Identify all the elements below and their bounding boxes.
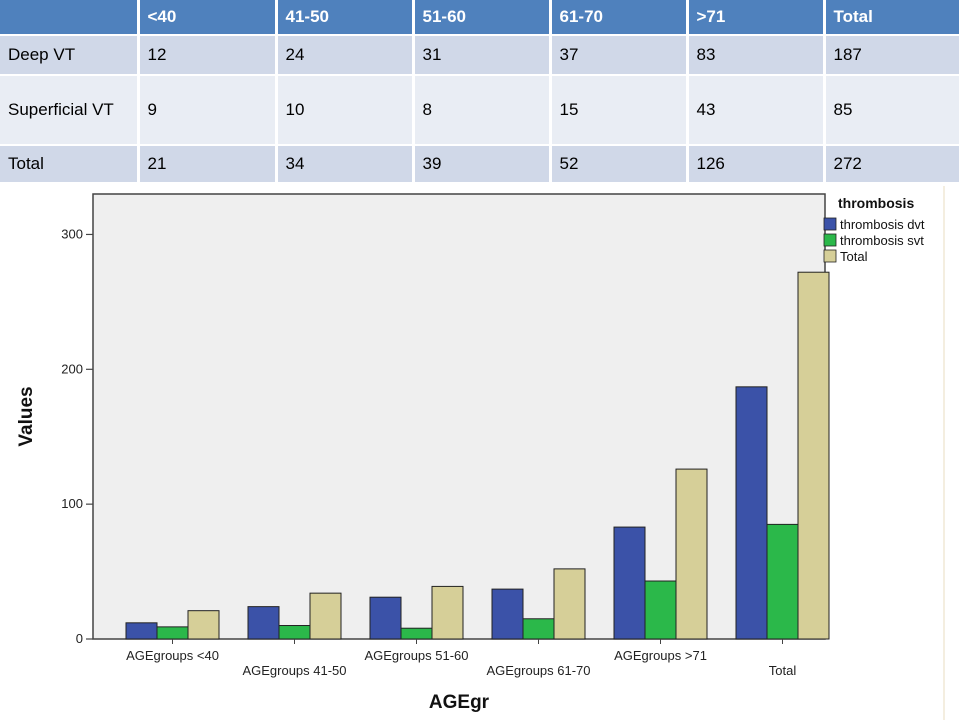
table-header-row: <40 41-50 51-60 61-70 >71 Total	[0, 0, 960, 36]
bar-thrombosis-svt	[766, 523, 799, 640]
table-cell: 12	[138, 35, 278, 76]
bar-thrombosis-dvt	[125, 622, 158, 640]
y-tick-label: 0	[76, 631, 83, 646]
table-cell: 8	[413, 75, 552, 146]
table-cell: 126	[687, 145, 826, 184]
table-cell: 24	[276, 35, 415, 76]
y-tick-label: 100	[61, 496, 83, 511]
table-cell: 31	[413, 35, 552, 76]
bar-Total	[187, 610, 220, 640]
row-label: Superficial VT	[0, 75, 140, 146]
bar-thrombosis-dvt	[247, 606, 280, 640]
x-category-label: AGEgroups 61-70	[486, 663, 590, 678]
table-cell: 272	[824, 145, 960, 184]
legend-swatch	[823, 249, 837, 263]
bar-thrombosis-svt	[278, 625, 311, 640]
bar-thrombosis-dvt	[491, 588, 524, 640]
legend-swatch	[823, 233, 837, 247]
x-category-label: AGEgroups 41-50	[242, 663, 346, 678]
x-category-label: Total	[769, 663, 797, 678]
table-row: Deep VT 12 24 31 37 83 187	[0, 35, 960, 76]
row-label: Total	[0, 145, 140, 184]
table-cell: 9	[138, 75, 278, 146]
summary-table: <40 41-50 51-60 61-70 >71 Total Deep VT …	[0, 0, 960, 184]
header-cell: 51-60	[413, 0, 552, 36]
table-cell: 83	[687, 35, 826, 76]
table-cell: 10	[276, 75, 415, 146]
chart-canvas: 0 100 200 300 AGEgroups <40 AGEgroups 41-50 AG…	[16, 186, 945, 720]
table-cell: 39	[413, 145, 552, 184]
bar-thrombosis-svt	[522, 618, 555, 640]
table-cell: 85	[824, 75, 960, 146]
table-cell: 34	[276, 145, 415, 184]
y-tick-label: 200	[61, 361, 83, 376]
header-cell: Total	[824, 0, 960, 36]
bar-thrombosis-dvt	[369, 596, 402, 640]
bar-chart: 0 100 200 300 AGEgroups <40 AGEgroups 41-50 AG…	[0, 186, 960, 720]
header-cell: <40	[138, 0, 278, 36]
table-cell: 37	[550, 35, 689, 76]
y-tick-label: 300	[61, 226, 83, 241]
header-cell	[0, 0, 140, 36]
table-row: Superficial VT 9 10 8 15 43 85	[0, 75, 960, 146]
table-cell: 43	[687, 75, 826, 146]
header-cell: 41-50	[276, 0, 415, 36]
x-category-label: AGEgroups >71	[614, 648, 707, 663]
x-category-label: AGEgroups 51-60	[364, 648, 468, 663]
plot-area	[92, 193, 826, 640]
bar-thrombosis-svt	[156, 626, 189, 640]
bar-Total	[797, 271, 830, 640]
table-row: Total 21 34 39 52 126 272	[0, 145, 960, 184]
legend-entry-label: Total	[840, 249, 868, 264]
header-cell: 61-70	[550, 0, 689, 36]
legend-swatch	[823, 217, 837, 231]
bar-thrombosis-svt	[400, 627, 433, 640]
bar-thrombosis-dvt	[613, 526, 646, 640]
legend-title: thrombosis	[838, 195, 914, 211]
bar-Total	[675, 468, 708, 640]
table-cell: 15	[550, 75, 689, 146]
table-cell: 21	[138, 145, 278, 184]
x-axis-title: AGEgr	[429, 692, 490, 713]
bar-thrombosis-svt	[644, 580, 677, 640]
y-axis-title: Values	[16, 386, 37, 446]
bar-thrombosis-dvt	[735, 386, 768, 640]
row-label: Deep VT	[0, 35, 140, 76]
table-cell: 52	[550, 145, 689, 184]
table-cell: 187	[824, 35, 960, 76]
x-category-label: AGEgroups <40	[126, 648, 219, 663]
header-cell: >71	[687, 0, 826, 36]
bar-Total	[309, 592, 342, 640]
legend-entry-label: thrombosis dvt	[840, 217, 925, 232]
bar-Total	[553, 568, 586, 640]
legend-entry-label: thrombosis svt	[840, 233, 924, 248]
bar-Total	[431, 585, 464, 640]
